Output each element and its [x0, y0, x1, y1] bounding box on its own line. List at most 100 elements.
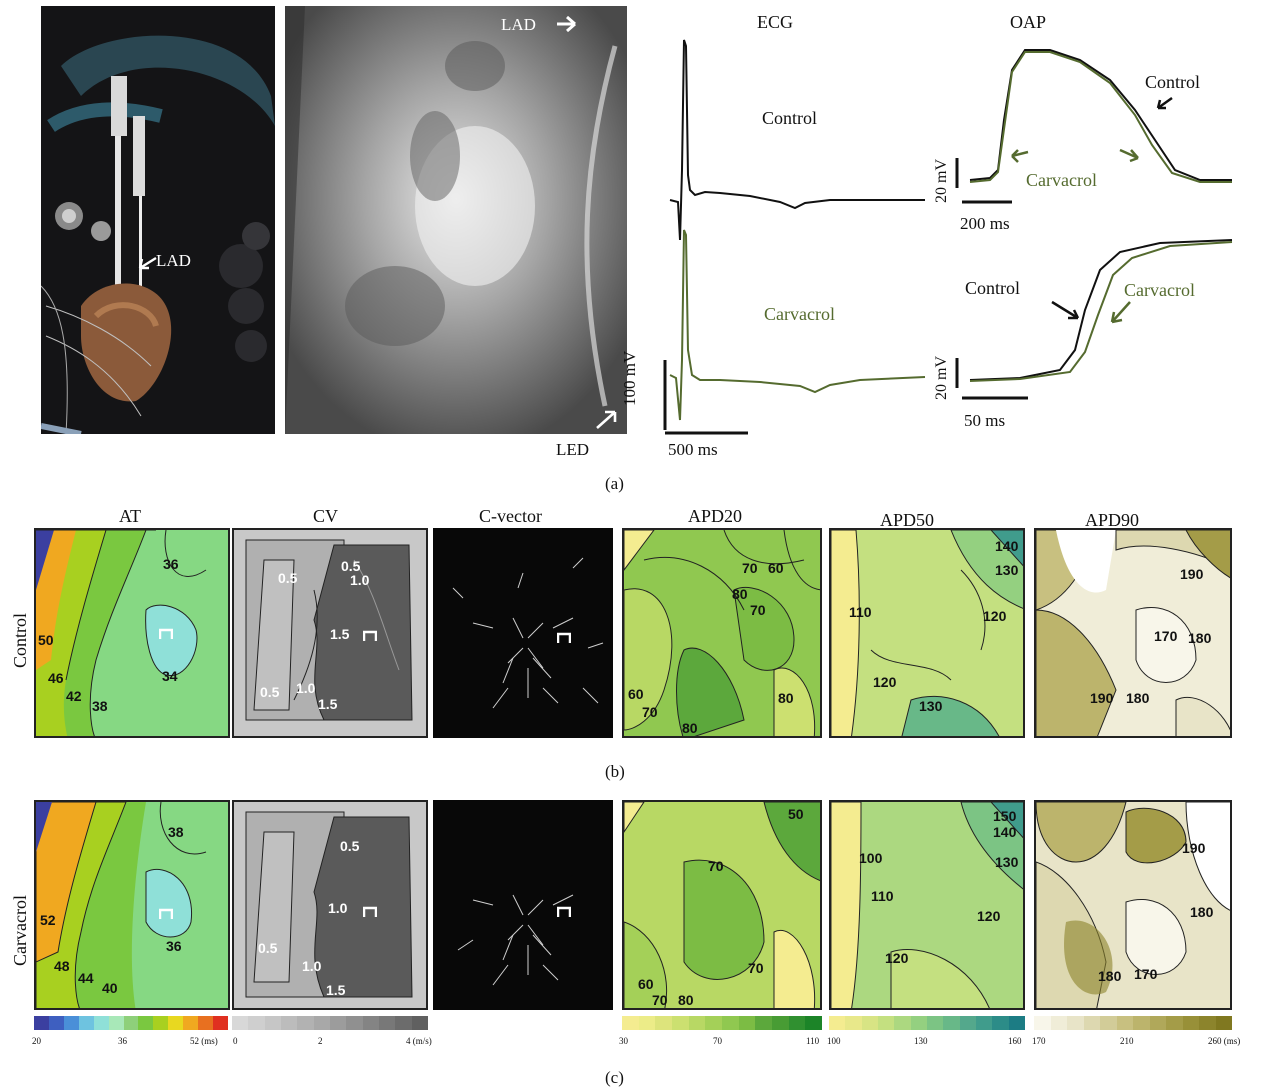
apd20-c-label: 80: [682, 720, 698, 736]
colorbar-swatch: [411, 1016, 428, 1030]
oap-top-scale-v: 20 mV: [933, 159, 950, 203]
cvector-map-control: [433, 528, 613, 738]
cv-c-label: 0.5: [341, 558, 361, 574]
oap-bottom-scale-t: 50 ms: [964, 411, 1006, 430]
at-c-label: 34: [162, 668, 178, 684]
apd90-k-label: 180: [1190, 904, 1214, 920]
colorbar-swatch: [788, 1016, 806, 1030]
colorbar-swatch: [213, 1016, 228, 1030]
colorbar-swatch: [198, 1016, 214, 1030]
cv-c-label: 1.5: [318, 696, 338, 712]
title-cv: CV: [313, 506, 339, 526]
cvector-map-control-arrows: [433, 528, 613, 738]
pacing-site-icon: [159, 908, 173, 919]
colorbar-swatch: [1199, 1016, 1216, 1030]
cv-map-carvacrol: 0.5 1.0 0.5 1.0 1.5: [232, 800, 428, 1010]
oap-bottom-carvacrol-label: Carvacrol: [1124, 280, 1195, 300]
colorbar-swatch: [805, 1016, 823, 1030]
at-map-carvacrol-contours: [36, 802, 228, 1008]
ecg-scale-t-label: 500 ms: [668, 440, 718, 459]
apd50-k-label: 150: [993, 808, 1017, 824]
apd20-c-label: 80: [732, 586, 748, 602]
cvector-map-carvacrol-arrows: [433, 800, 613, 1010]
at-c-label: 50: [38, 632, 54, 648]
colorbar-swatch: [1067, 1016, 1084, 1030]
oap-arrow-control-bottom: [1051, 300, 1080, 320]
apd50-map-carvacrol: 150 140 100 130 110 120 120: [829, 800, 1025, 1010]
colorbar-apd50-tick: 160: [1008, 1036, 1022, 1046]
caption-b: (b): [605, 762, 625, 781]
ecg-traces: [663, 39, 926, 435]
colorbar-swatch: [705, 1016, 723, 1030]
colorbar-swatch: [910, 1016, 927, 1030]
colorbar-swatch: [48, 1016, 64, 1030]
oap-arrow-carvacrol-top-left: [1011, 149, 1029, 163]
white-arrow-right-icon: [557, 15, 576, 33]
apd50-c-label: 130: [919, 698, 943, 714]
colorbar-swatch: [1100, 1016, 1117, 1030]
apd90-map-carvacrol: 190 180 180 170: [1034, 800, 1232, 1010]
colorbar-swatch: [280, 1016, 298, 1030]
cv-c-label: 1.0: [296, 680, 316, 696]
colorbar-swatch: [638, 1016, 656, 1030]
apd20-k-label: 80: [678, 992, 694, 1008]
oap-bottom-carvacrol: [969, 241, 1233, 382]
apd50-k-label: 110: [871, 888, 894, 904]
colorbar-at: [34, 1016, 228, 1030]
pacing-site-icon: [557, 906, 571, 917]
colorbar-apd20-tick: 70: [713, 1036, 722, 1046]
setup-photo-drawing: [41, 6, 275, 434]
cv-k-label: 1.5: [326, 982, 346, 998]
colorbar-swatch: [1083, 1016, 1100, 1030]
caption-a: (a): [605, 474, 624, 493]
apd50-k-label: 120: [977, 908, 1001, 924]
colorbar-swatch: [688, 1016, 706, 1030]
apd50-c-label: 140: [995, 538, 1019, 554]
colorbar-swatch: [1116, 1016, 1133, 1030]
apd20-k-label: 50: [788, 806, 804, 822]
pacing-site-icon: [557, 632, 571, 643]
oap-bottom-control-label: Control: [965, 278, 1021, 298]
apd20-c-label: 60: [768, 560, 784, 576]
colorbar-swatch: [63, 1016, 79, 1030]
apd90-c-label: 170: [1154, 628, 1178, 644]
colorbar-swatch: [1034, 1016, 1051, 1030]
apd50-c-label: 120: [873, 674, 897, 690]
colorbar-apd50-tick: 100: [827, 1036, 841, 1046]
colorbar-apd90-tick: 170: [1032, 1036, 1046, 1046]
apd90-c-label: 190: [1090, 690, 1114, 706]
colorbar-swatch: [829, 1016, 846, 1030]
apd50-k-label: 140: [993, 824, 1017, 840]
apd50-map-control: 140 130 110 120 120 130: [829, 528, 1025, 738]
colorbar-apd20-tick: 110: [806, 1036, 820, 1046]
colorbar-swatch: [772, 1016, 789, 1030]
colorbar-swatch: [926, 1016, 944, 1030]
colorbar-cv-tick: 0: [233, 1036, 238, 1046]
apd20-k-label: 70: [748, 960, 764, 976]
colorbar-swatch: [672, 1016, 689, 1030]
row-label-control: Control: [10, 612, 30, 668]
apd20-map-carvacrol: 50 70 70 60 70 80: [622, 800, 822, 1010]
ecg-carvacrol-trace: [669, 229, 926, 421]
apd50-c-label: 130: [995, 562, 1019, 578]
ecg-carvacrol-label: Carvacrol: [764, 304, 835, 324]
title-apd20: APD20: [688, 506, 743, 526]
colorbar-apd50: [829, 1016, 1025, 1030]
white-arrow-led-icon: [596, 410, 617, 429]
oap-arrow-control-top: [1156, 96, 1173, 110]
apd90-map-control-contours: [1036, 530, 1230, 736]
apd20-c-label: 80: [778, 690, 794, 706]
colorbar-swatch: [378, 1016, 396, 1030]
oap-top-control-label: Control: [1145, 72, 1201, 92]
colorbar-swatch: [297, 1016, 314, 1030]
colorbar-swatch: [622, 1016, 639, 1030]
cvector-map-carvacrol: [433, 800, 613, 1010]
colorbar-swatch: [1182, 1016, 1199, 1030]
colorbar-swatch: [264, 1016, 281, 1030]
oap-bottom-control: [969, 239, 1233, 381]
cv-map-control: 0.5 0.5 1.0 1.5 0.5 1.0 1.5: [232, 528, 428, 738]
apd90-c-label: 180: [1188, 630, 1212, 646]
colorbar-swatch: [313, 1016, 330, 1030]
colorbar-swatch: [861, 1016, 878, 1030]
at-k-label: 38: [168, 824, 184, 840]
